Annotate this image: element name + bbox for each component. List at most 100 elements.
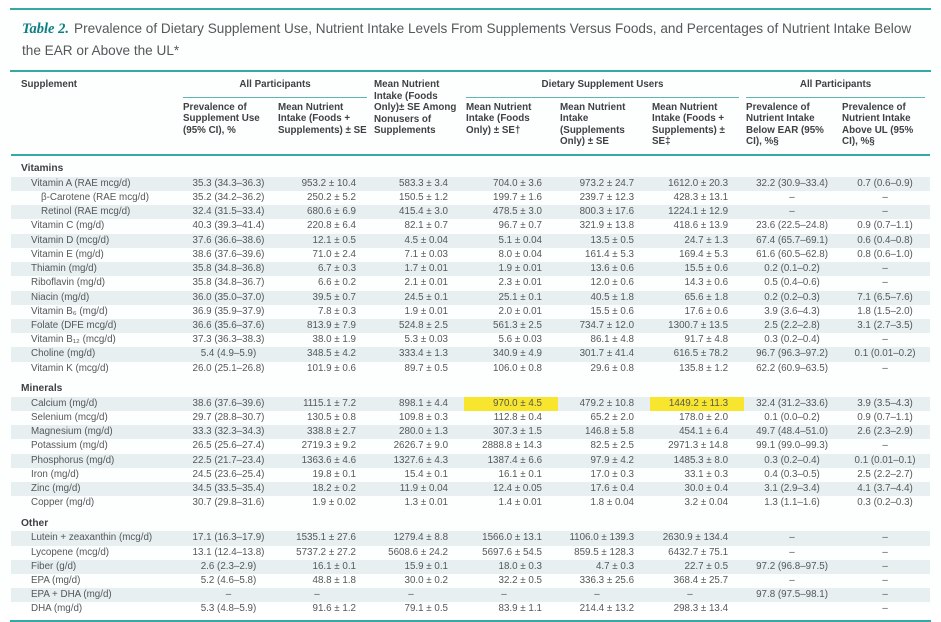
value-cell: 0.6 (0.4–0.8) (840, 233, 931, 248)
table-row: Magnesium (mg/d) 33.3 (32.3–34.3) 338.8 ± … (11, 425, 931, 440)
value-cell: 1.4 ± 0.01 (498, 497, 543, 509)
value-cell: 12.4 ± 0.05 (464, 482, 559, 497)
value-cell: 62.2 (60.9–63.5) (756, 362, 828, 374)
value-cell: 0.8 (0.6–1.0) (857, 248, 913, 260)
value-cell: 0.1 (0.0–0.2) (764, 411, 820, 423)
value-cell: 13.5 ± 0.5 (558, 233, 651, 248)
group-header-all-participants-right: All Participants (744, 72, 930, 102)
value-cell: 2.5 (2.2–2.7) (857, 468, 913, 480)
value-cell: 2.1 ± 0.01 (404, 277, 449, 289)
group-header-supplement-users: Dietary Supplement Users (464, 72, 744, 102)
value-cell: 12.0 ± 0.6 (590, 277, 635, 289)
nutrient-intake-table: Supplement All Participants Mean Nutrien… (11, 72, 931, 617)
value-cell: 6.6 ± 0.2 (317, 277, 357, 289)
value-cell: 0.9 (0.7–1.1) (857, 411, 913, 423)
value-cell: 479.2 ± 10.8 (558, 396, 651, 411)
value-cell: 5.3 (4.8–5.9) (200, 603, 257, 615)
col-header-intake-foods-supplements-all: Mean Nutrient Intake (Foods + Supplement… (278, 101, 367, 136)
value-cell: 5608.6 ± 24.2 (388, 546, 449, 558)
value-cell: 48.8 ± 1.8 (312, 574, 357, 586)
value-cell: 1363.6 ± 4.6 (276, 453, 373, 468)
value-cell: 101.9 ± 0.6 (307, 362, 357, 374)
value-cell: 38.6 (37.6–39.6) (192, 248, 265, 260)
value-cell: – (840, 205, 931, 220)
col-header-nonusers-intake: Mean Nutrient Intake (Foods Only)± SE Am… (374, 79, 457, 137)
nutrient-label: Potassium (mg/d) (31, 440, 108, 452)
nutrient-label: Vitamin K (mcg/d) (31, 362, 109, 374)
table-header: Supplement All Participants Mean Nutrien… (11, 72, 931, 155)
table-row: Lycopene (mcg/d) 13.1 (12.4–13.8) 5737.2 ±… (11, 546, 930, 560)
value-cell: 30.0 ± 0.4 (650, 482, 745, 497)
value-cell (744, 602, 840, 616)
value-cell: – (650, 588, 745, 603)
value-cell: 680.6 ± 6.9 (276, 205, 373, 220)
value-cell: 35.8 (34.8–36.8) (181, 262, 276, 277)
value-cell: 96.7 (96.3–97.2) (744, 347, 841, 362)
nutrient-label: Calcium (mg/d) (11, 396, 181, 411)
value-cell: 1327.6 ± 4.3 (372, 453, 465, 468)
value-cell: 96.7 ± 0.7 (498, 220, 543, 232)
value-cell: 17.6 ± 0.6 (684, 305, 729, 317)
col-header-below-ear: Prevalence of Nutrient Intake Below EAR … (746, 101, 824, 148)
value-cell: 454.1 ± 6.4 (650, 425, 745, 440)
value-cell: 1.8 ± 0.04 (590, 497, 635, 509)
value-cell: 734.7 ± 12.0 (558, 318, 651, 334)
table-row: Riboflavin (mg/d) 35.8 (34.8–36.7) 6.6 ± 0… (11, 276, 930, 290)
nutrient-label: Choline (mg/d) (11, 347, 181, 362)
value-cell: 32.4 (31.5–33.4) (181, 205, 276, 220)
table-row: Vitamin D (mcg/d) 37.6 (36.6–38.6) 12.1 ± … (11, 233, 931, 248)
value-cell: – (744, 205, 841, 220)
value-cell: 38.0 ± 1.9 (312, 334, 357, 346)
value-cell: 1.9 ± 0.02 (312, 497, 357, 509)
value-cell: 1485.3 ± 8.0 (650, 453, 745, 468)
value-cell: – (882, 546, 888, 558)
value-cell: – (840, 559, 931, 574)
value-cell: 5.3 ± 0.03 (404, 334, 449, 346)
value-cell: 178.0 ± 2.0 (679, 411, 729, 423)
value-cell: 15.9 ± 0.1 (372, 559, 465, 574)
nutrient-label: DHA (mg/d) (31, 603, 83, 615)
value-cell: 340.9 ± 4.9 (464, 347, 559, 362)
table-row: Folate (DFE mcg/d) 36.6 (35.6–37.6) 813.9 … (11, 318, 931, 334)
value-cell: 1.9 ± 0.01 (404, 305, 449, 317)
value-cell: 199.7 ± 1.6 (493, 191, 543, 203)
value-cell: – (789, 546, 795, 558)
value-cell: 250.2 ± 5.2 (307, 191, 357, 203)
table-row: Zinc (mg/d) 34.5 (33.5–35.4) 18.2 ± 0.2 11.… (11, 482, 931, 497)
value-cell: 35.2 (34.2–36.2) (192, 191, 265, 203)
table-row: Calcium (mg/d) 38.6 (37.6–39.6) 1115.1 ± 7… (11, 396, 931, 411)
value-cell: 1.3 (1.1–1.6) (764, 497, 820, 509)
table-row: EPA + DHA (mg/d) – – – – – –97.8 (97.5–98.1) – (11, 588, 931, 603)
bottom-divider (10, 619, 931, 622)
value-cell: 34.5 (33.5–35.4) (181, 482, 276, 497)
value-cell: 0.1 (0.01–0.2) (840, 347, 931, 362)
value-cell: 112.8 ± 0.4 (493, 411, 543, 423)
value-cell: 813.9 ± 7.9 (276, 318, 373, 334)
table-row: Choline (mg/d) 5.4 (4.9–5.9) 348.5 ± 4.2 33… (11, 347, 931, 362)
value-cell: 2.0 ± 0.01 (498, 305, 543, 317)
table-row: Vitamin B₁₂ (mcg/d) 37.3 (36.3–38.3) 38.0 … (11, 333, 930, 347)
value-cell: 1612.0 ± 20.3 (650, 176, 745, 191)
value-cell: 33.1 ± 0.3 (684, 468, 729, 480)
value-cell: 1300.7 ± 13.5 (650, 318, 745, 334)
value-cell: 2888.8 ± 14.3 (482, 440, 543, 452)
value-cell: 15.5 ± 0.6 (590, 305, 635, 317)
value-cell: 39.5 ± 0.7 (276, 290, 373, 305)
value-cell: 800.3 ± 17.6 (558, 205, 651, 220)
value-cell: 169.4 ± 5.3 (679, 248, 729, 260)
value-cell: 0.9 (0.7–1.1) (857, 220, 913, 232)
value-cell: 1387.4 ± 6.6 (464, 453, 559, 468)
value-cell: 1224.1 ± 12.9 (650, 205, 745, 220)
title-divider (10, 70, 931, 73)
value-cell: 13.1 (12.4–13.8) (192, 546, 265, 558)
value-cell: – (840, 262, 931, 277)
table-row: Lutein + zeaxanthin (mcg/d) 17.1 (16.3–17… (11, 531, 931, 546)
section-header-row: Minerals (11, 375, 931, 397)
nutrient-label: EPA (mg/d) (31, 574, 81, 586)
value-cell: – (882, 277, 888, 289)
value-cell: 1.7 ± 0.01 (372, 262, 465, 277)
value-cell: 40.3 (39.3–41.4) (192, 220, 265, 232)
value-cell: 1566.0 ± 13.1 (464, 531, 559, 546)
value-cell: 859.5 ± 128.3 (574, 546, 635, 558)
value-cell: 0.2 (0.1–0.2) (744, 262, 841, 277)
